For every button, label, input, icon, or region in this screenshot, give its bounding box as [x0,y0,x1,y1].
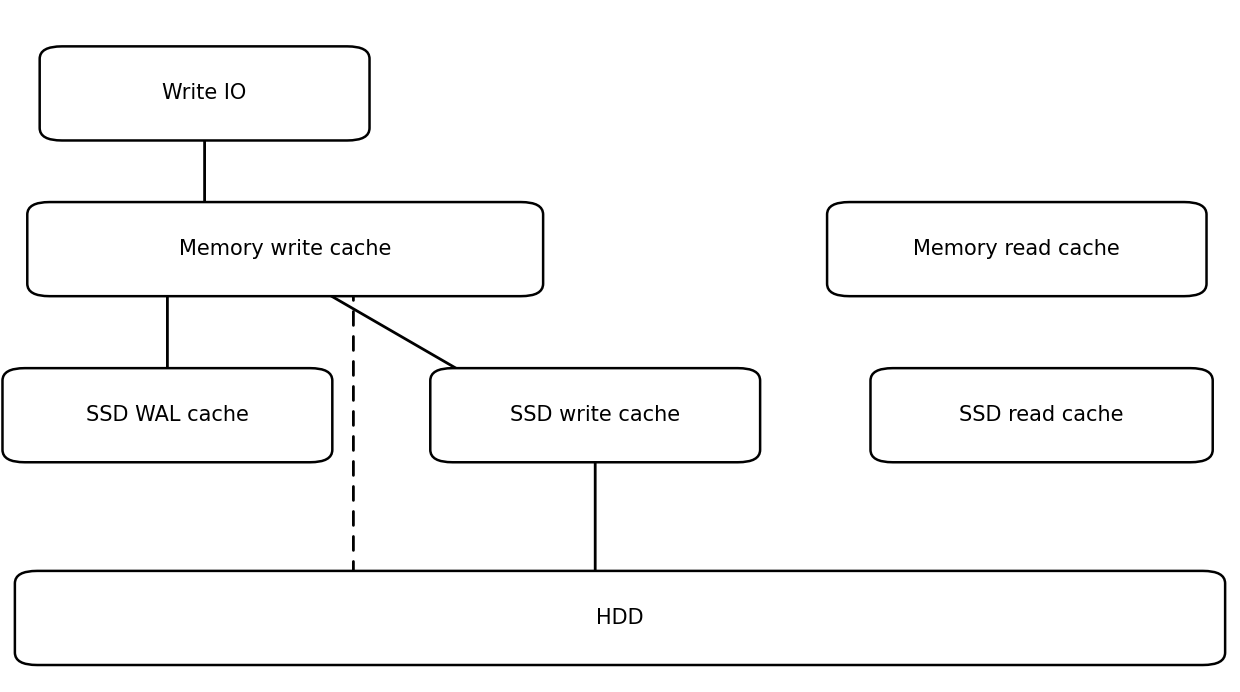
Text: Memory read cache: Memory read cache [914,239,1120,259]
Text: HDD: HDD [596,608,644,628]
FancyBboxPatch shape [27,202,543,296]
FancyBboxPatch shape [827,202,1207,296]
Text: Memory write cache: Memory write cache [179,239,392,259]
FancyBboxPatch shape [15,571,1225,665]
Text: SSD WAL cache: SSD WAL cache [86,406,249,425]
FancyBboxPatch shape [40,46,370,140]
FancyBboxPatch shape [430,368,760,462]
FancyBboxPatch shape [870,368,1213,462]
FancyBboxPatch shape [2,368,332,462]
Text: SSD read cache: SSD read cache [960,406,1123,425]
Text: SSD write cache: SSD write cache [510,406,681,425]
Text: Write IO: Write IO [162,84,247,103]
